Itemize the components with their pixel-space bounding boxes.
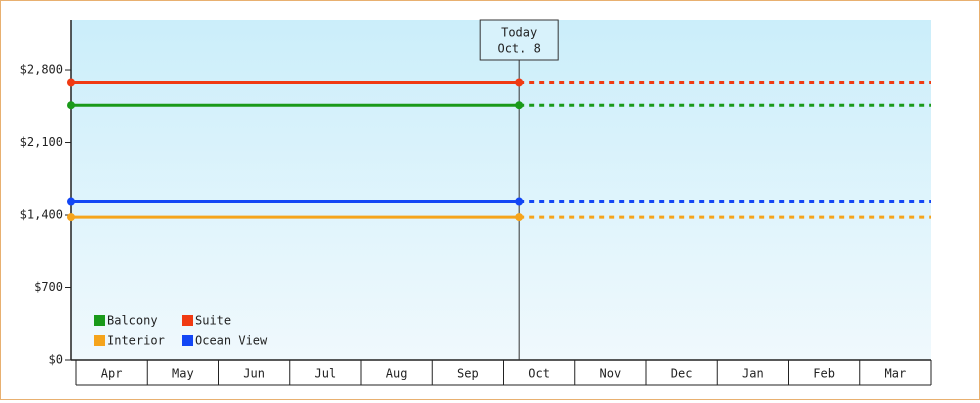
y-tick-label: $2,800 <box>20 63 63 77</box>
x-tick-label: Feb <box>813 367 835 381</box>
point <box>515 197 524 206</box>
point <box>515 213 524 222</box>
x-tick-label: Jun <box>243 367 265 381</box>
plot-area <box>71 20 931 360</box>
point <box>67 101 75 110</box>
y-tick-label: $2,100 <box>20 135 63 149</box>
legend-swatch <box>182 315 193 326</box>
x-tick-label: Dec <box>671 367 693 381</box>
legend-label: Suite <box>195 314 231 328</box>
legend-label: Balcony <box>107 314 158 328</box>
x-tick-label: Mar <box>885 367 907 381</box>
y-tick-label: $1,400 <box>20 208 63 222</box>
y-tick-label: $700 <box>34 280 63 294</box>
point <box>67 78 75 87</box>
x-tick-label: Apr <box>101 367 123 381</box>
legend-swatch <box>94 335 105 346</box>
legend-label: Interior <box>107 334 165 348</box>
x-tick-label: Aug <box>386 367 408 381</box>
x-tick-label: May <box>172 367 194 381</box>
x-tick-label: Oct <box>528 367 550 381</box>
y-tick-label: $0 <box>49 353 63 367</box>
x-tick-label: Jul <box>315 367 337 381</box>
point <box>67 213 75 222</box>
point <box>515 78 524 87</box>
x-tick-label: Sep <box>457 367 479 381</box>
legend-label: Ocean View <box>195 334 268 348</box>
legend-swatch <box>182 335 193 346</box>
point <box>515 101 524 110</box>
x-tick-label: Nov <box>600 367 622 381</box>
today-label: Today <box>501 26 537 40</box>
point <box>67 197 75 206</box>
x-tick-label: Jan <box>742 367 764 381</box>
legend-swatch <box>94 315 105 326</box>
today-box <box>479 19 559 61</box>
today-date: Oct. 8 <box>497 42 540 56</box>
